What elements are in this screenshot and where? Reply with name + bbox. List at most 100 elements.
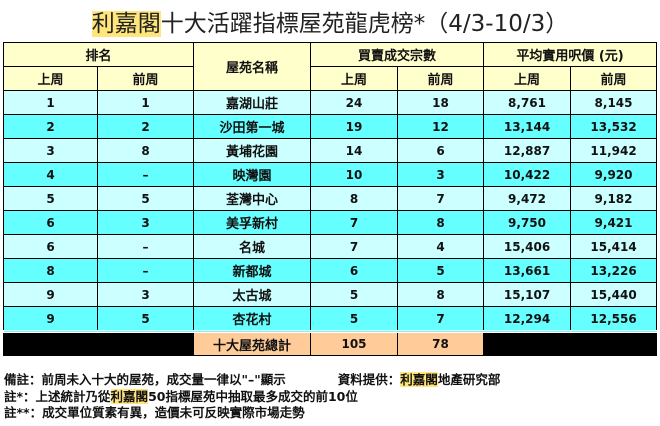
cell-rank-last: 4 (3, 162, 98, 187)
cell-rank-prev: 5 (96, 306, 195, 332)
cell-price-last: 15,406 (483, 234, 572, 259)
cell-price-prev: 13,532 (570, 114, 658, 139)
header-prev-week: 前周 (570, 66, 658, 91)
cell-estate: 美孚新村 (193, 210, 312, 235)
cell-rank-last: 9 (3, 306, 98, 332)
cell-price-prev: 15,440 (570, 282, 658, 307)
remark-line: 備註：前周未入十大的屋苑，成交量一律以"–"顯示 資料提供：利嘉閣地產研究部 (4, 369, 500, 388)
cell-price-last: 10,422 (483, 162, 572, 187)
header-price: 平均實用呎價 (元) (483, 42, 658, 67)
table-row: 4– 映灣園 10 3 10,422 9,920 (3, 162, 658, 187)
remark: 備註：前周未入十大的屋苑，成交量一律以"–"顯示 (4, 372, 286, 387)
cell-tx-prev: 3 (397, 162, 485, 187)
source-label: 資料提供： (337, 372, 401, 387)
header-prev-week: 前周 (96, 66, 195, 91)
header-transactions: 買賣成交宗數 (310, 42, 485, 67)
total-tx-last: 105 (310, 330, 399, 356)
cell-tx-prev: 18 (397, 90, 485, 115)
cell-tx-prev: 5 (397, 258, 485, 283)
cell-rank-prev: 8 (96, 138, 195, 163)
note1-suffix: 50指標屋苑中抽取最多成交的前10位 (148, 389, 358, 404)
header-row: 排名 屋苑名稱 買賣成交宗數 平均實用呎價 (元) (2, 42, 658, 91)
cell-tx-last: 14 (310, 138, 399, 163)
table-row: 3 8 黃埔花園 14 6 12,887 11,942 (3, 138, 658, 163)
cell-rank-prev: 5 (96, 186, 195, 211)
cell-price-prev: 12,556 (570, 306, 658, 332)
table-row: 6– 名城 7 4 15,406 15,414 (3, 234, 658, 259)
cell-tx-prev: 8 (397, 210, 485, 235)
table-row: 9 5 杏花村 5 7 12,294 12,556 (3, 306, 658, 332)
cell-estate: 太古城 (193, 282, 312, 307)
table-row: 2 2 沙田第一城 19 12 13,144 13,532 (3, 114, 658, 139)
cell-tx-last: 7 (310, 234, 399, 259)
cell-tx-last: 7 (310, 210, 399, 235)
cell-estate: 名城 (193, 234, 312, 259)
cell-tx-prev: 7 (397, 306, 485, 332)
cell-rank-prev: 3 (96, 210, 195, 235)
header-estate: 屋苑名稱 (193, 42, 312, 91)
subheader-row: 上周 前周 上周 前周 上周 前周 (3, 66, 658, 91)
cell-rank-prev: – (96, 162, 195, 187)
cell-price-prev: 8,145 (570, 90, 658, 115)
cell-rank-last: 2 (3, 114, 98, 139)
table-row: 5 5 荃灣中心 8 7 9,472 9,182 (3, 186, 658, 211)
cell-estate: 沙田第一城 (193, 114, 312, 139)
header-last-week: 上周 (483, 66, 572, 91)
cell-rank-last: 9 (3, 282, 98, 307)
cell-price-last: 12,294 (483, 306, 572, 332)
cell-tx-last: 6 (310, 258, 399, 283)
total-label: 十大屋苑總計 (193, 330, 312, 356)
cell-price-last: 8,761 (483, 90, 572, 115)
total-tx-prev: 78 (397, 330, 485, 356)
cell-tx-prev: 12 (397, 114, 485, 139)
note1-prefix: 註*：上述統計乃從 (4, 389, 111, 404)
cell-price-prev: 9,182 (570, 186, 658, 211)
cell-price-last: 13,144 (483, 114, 572, 139)
cell-tx-last: 10 (310, 162, 399, 187)
source-dept: 地產研究部 (437, 372, 501, 387)
note2-line: 註**：成交單位質素有異，造價未可反映實際市場走勢 (4, 405, 305, 420)
header-prev-week: 前周 (397, 66, 485, 91)
cell-price-last: 9,472 (483, 186, 572, 211)
cell-price-last: 15,107 (483, 282, 572, 307)
cell-estate: 黃埔花園 (193, 138, 312, 163)
cell-estate: 荃灣中心 (193, 186, 312, 211)
cell-rank-prev: – (96, 258, 195, 283)
header-rank: 排名 (2, 42, 195, 67)
header-last-week: 上周 (310, 66, 399, 91)
cell-tx-last: 24 (310, 90, 399, 115)
brand-name: 利嘉閣 (91, 11, 161, 37)
cell-estate: 杏花村 (193, 306, 312, 332)
cell-price-prev: 11,942 (570, 138, 658, 163)
cell-tx-prev: 4 (397, 234, 485, 259)
total-row: 十大屋苑總計 105 78 (2, 330, 658, 356)
cell-rank-last: 6 (3, 210, 98, 235)
cell-rank-prev: 1 (96, 90, 195, 115)
note1-line: 註*：上述統計乃從利嘉閣50指標屋苑中抽取最多成交的前10位 (4, 386, 358, 405)
cell-estate: 映灣園 (193, 162, 312, 187)
cell-tx-last: 19 (310, 114, 399, 139)
cell-tx-prev: 8 (397, 282, 485, 307)
header-last-week: 上周 (3, 66, 98, 91)
cell-rank-last: 1 (3, 90, 98, 115)
table-row: 8– 新都城 6 5 13,661 13,226 (3, 258, 658, 283)
cell-price-last: 9,750 (483, 210, 572, 235)
cell-rank-last: 6 (3, 234, 98, 259)
cell-price-last: 12,887 (483, 138, 572, 163)
title-text: 十大活躍指標屋苑龍虎榜*（4/3-10/3） (160, 11, 569, 37)
cell-estate: 嘉湖山莊 (193, 90, 312, 115)
cell-price-prev: 13,226 (570, 258, 658, 283)
cell-rank-prev: – (96, 234, 195, 259)
cell-price-prev: 9,920 (570, 162, 658, 187)
cell-tx-prev: 6 (397, 138, 485, 163)
note1-brand: 利嘉閣 (110, 389, 149, 404)
cell-tx-last: 5 (310, 282, 399, 307)
table-row: 9 3 太古城 5 8 15,107 15,440 (3, 282, 658, 307)
cell-rank-prev: 3 (96, 282, 195, 307)
cell-tx-last: 5 (310, 306, 399, 332)
ranking-table: 排名 屋苑名稱 買賣成交宗數 平均實用呎價 (元) 上周 前周 上周 前周 上周… (2, 42, 658, 356)
table-row: 1 1 嘉湖山莊 24 18 8,761 8,145 (3, 90, 658, 115)
cell-rank-prev: 2 (96, 114, 195, 139)
page-title: 利嘉閣十大活躍指標屋苑龍虎榜*（4/3-10/3） (0, 4, 660, 38)
cell-tx-prev: 7 (397, 186, 485, 211)
